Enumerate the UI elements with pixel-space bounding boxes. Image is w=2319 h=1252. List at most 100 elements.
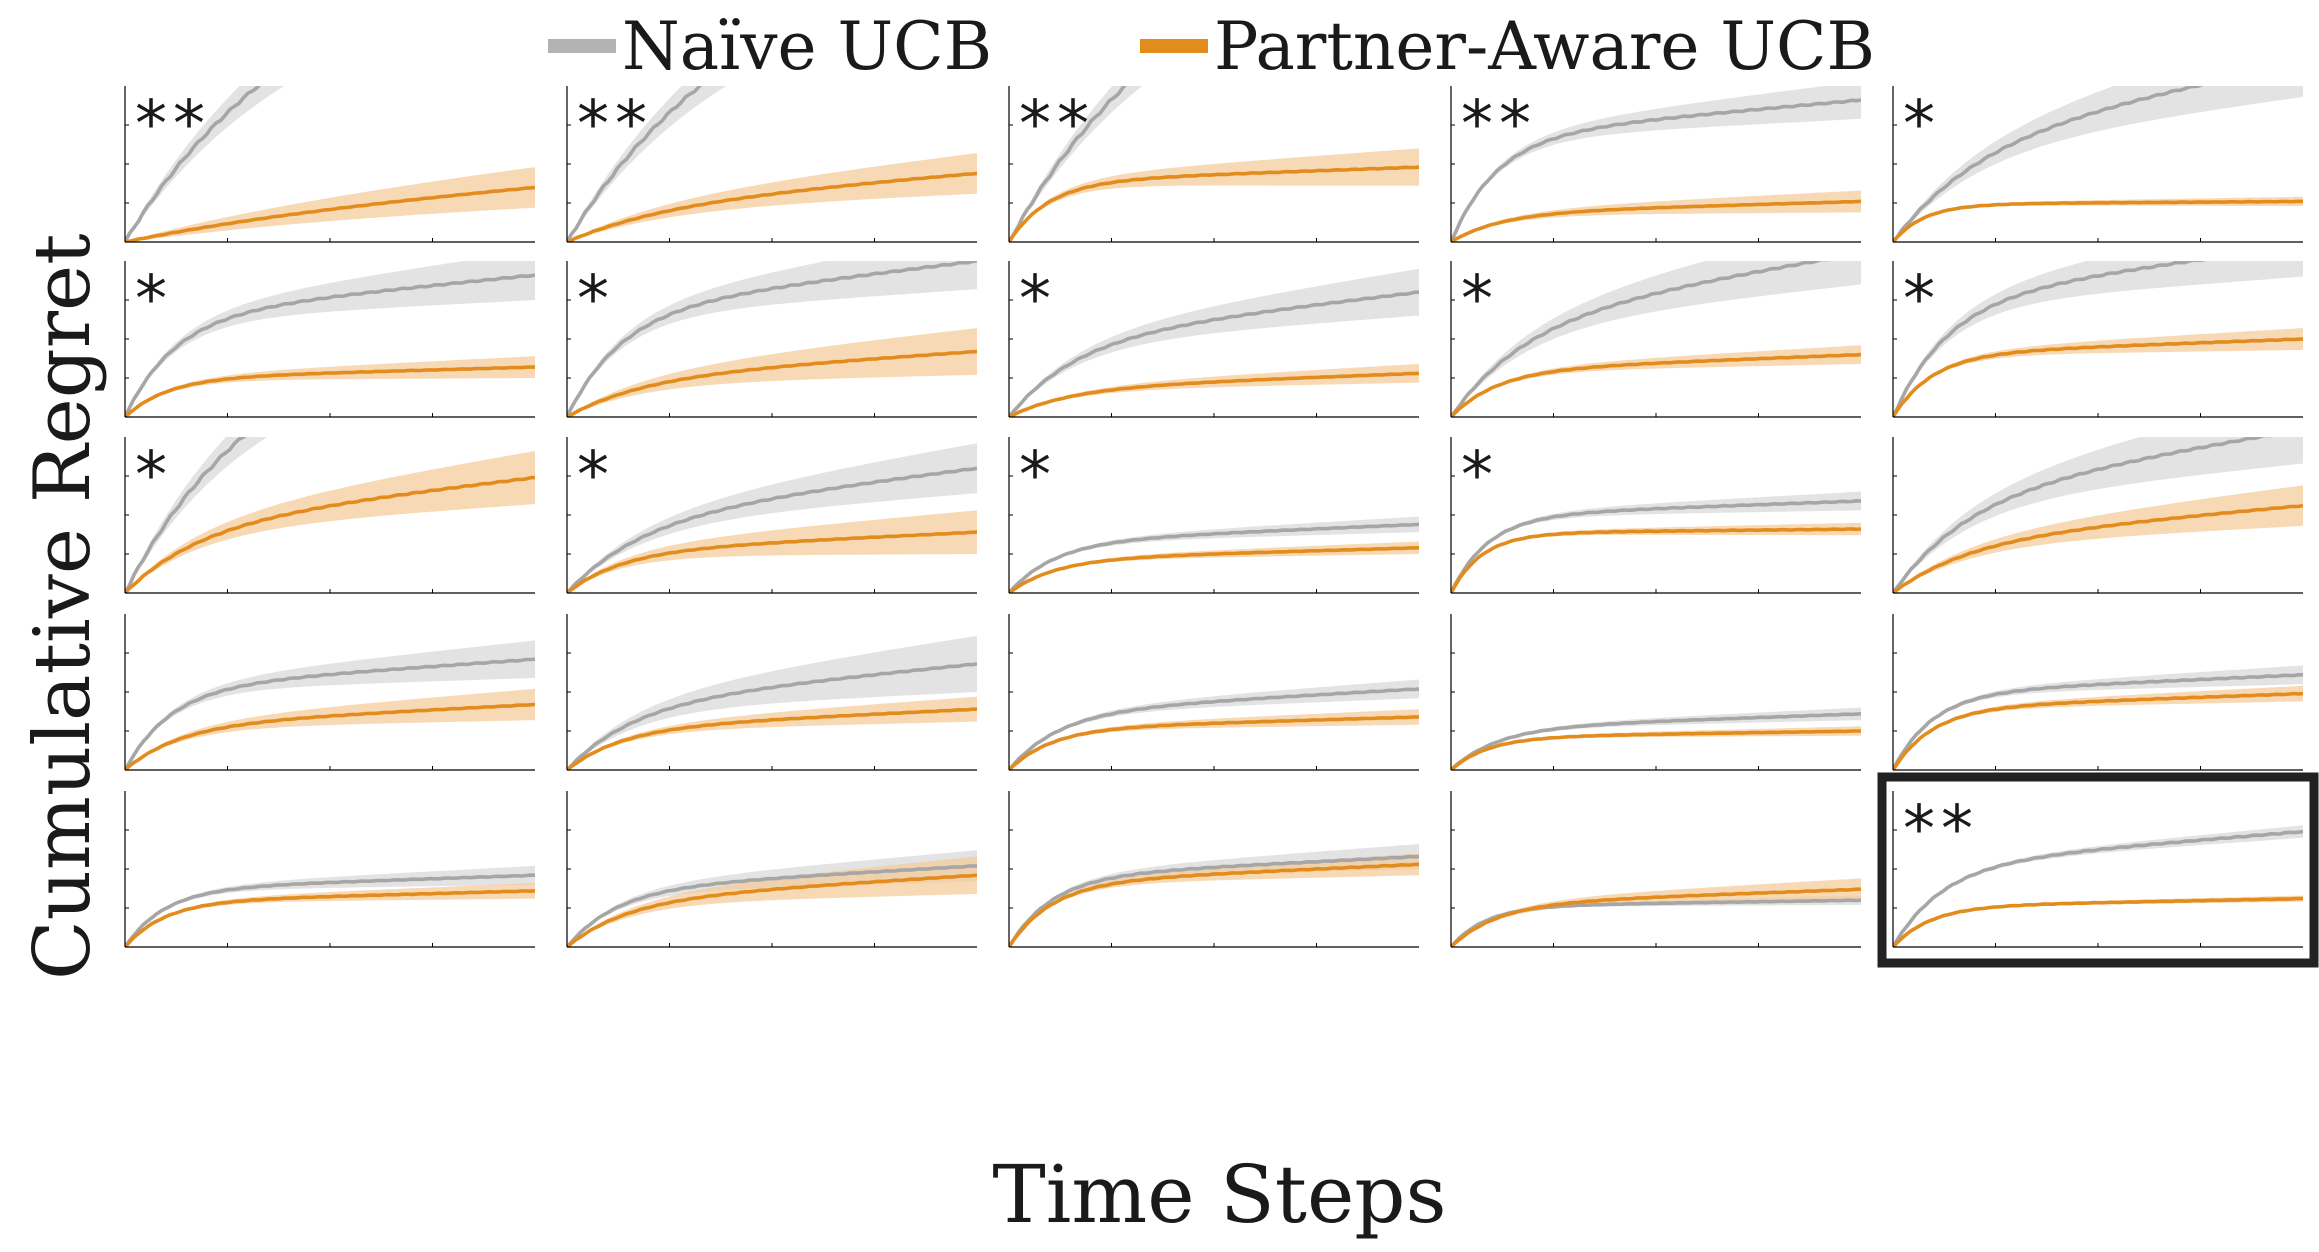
partner-aware-ucb-band	[567, 153, 977, 242]
partner-aware-ucb-line	[125, 702, 535, 770]
naive-ucb-line	[567, 466, 977, 593]
partner-aware-ucb-line	[125, 475, 535, 593]
panel-plot-area	[1893, 261, 2303, 417]
significance-mark: **	[1019, 88, 1095, 162]
naive-ucb-line	[567, 86, 703, 242]
partner-aware-ucb-band	[1451, 522, 1861, 593]
panel-plot-area	[1451, 86, 1861, 242]
naive-ucb-band	[1451, 261, 1861, 417]
partner-aware-ucb-line	[125, 889, 535, 947]
legend: Naïve UCB Partner-Aware UCB	[0, 6, 2319, 86]
partner-aware-ucb-band	[1451, 190, 1861, 242]
naive-ucb-line	[1009, 854, 1419, 947]
panel-plot-area	[1451, 707, 1861, 770]
partner-aware-ucb-band	[567, 510, 977, 593]
panel-plot-area	[1009, 679, 1419, 770]
partner-aware-ucb-line	[567, 873, 977, 947]
partner-aware-ucb-line	[1451, 199, 1861, 242]
significance-mark: **	[1461, 88, 1537, 162]
panel-plot-area	[1009, 86, 1419, 242]
partner-aware-ucb-line	[567, 530, 977, 593]
significance-mark: *	[1019, 263, 1057, 337]
panel-17	[566, 614, 977, 771]
panel-plot-area	[567, 635, 977, 770]
naive-ucb-line	[125, 657, 535, 770]
panel-plot-area	[125, 261, 535, 417]
panel-8: *	[1008, 261, 1419, 418]
naive-ucb-line	[125, 873, 535, 947]
naive-ucb-line	[1451, 499, 1861, 593]
naive-ucb-line	[1893, 261, 2206, 417]
x-axis-label: Time Steps	[992, 1148, 1447, 1241]
partner-aware-ucb-band	[567, 328, 977, 417]
naive-ucb-band	[1009, 679, 1419, 770]
partner-aware-ucb-line	[1009, 371, 1419, 417]
significance-mark: *	[1903, 263, 1941, 337]
naive-ucb-line	[1009, 86, 1127, 242]
panel-6: *	[124, 261, 535, 418]
naive-ucb-line	[1451, 712, 1861, 770]
partner-aware-ucb-line	[567, 171, 977, 242]
naive-ucb-line	[1451, 98, 1861, 242]
panel-12: *	[566, 437, 977, 594]
panel-13: *	[1008, 437, 1419, 594]
panel-16	[124, 614, 535, 771]
partner-aware-ucb-line	[567, 349, 977, 417]
partner-aware-ucb-line	[1893, 896, 2303, 947]
partner-aware-ucb-line	[1009, 862, 1419, 947]
partner-aware-ucb-band	[1451, 878, 1861, 947]
naive-ucb-line	[125, 86, 261, 242]
naive-ucb-line	[1451, 898, 1861, 947]
panel-9: *	[1450, 261, 1861, 418]
partner-aware-ucb-band	[125, 883, 535, 947]
significance-mark: *	[1903, 88, 1941, 162]
significance-mark: *	[135, 439, 173, 513]
panel-7: *	[566, 261, 977, 418]
significance-mark: *	[135, 263, 173, 337]
partner-aware-ucb-band	[1009, 148, 1419, 242]
partner-aware-ucb-band	[1009, 364, 1419, 417]
panel-plot-area	[125, 86, 535, 242]
partner-aware-ucb-line	[125, 365, 535, 417]
partner-aware-ucb-line	[1451, 887, 1861, 947]
partner-aware-ucb-band	[1009, 709, 1419, 770]
naive-ucb-line	[1893, 437, 2273, 593]
panel-3: **	[1008, 86, 1419, 243]
partner-aware-ucb-line	[1893, 503, 2303, 593]
significance-mark: **	[1903, 793, 1979, 867]
panel-19	[1450, 614, 1861, 771]
partner-aware-ucb-band	[1893, 485, 2303, 593]
naive-ucb-line	[567, 864, 977, 947]
panel-10: *	[1892, 261, 2303, 418]
partner-aware-ucb-band	[1009, 853, 1419, 947]
legend-label-partner-aware: Partner-Aware UCB	[1214, 7, 1876, 85]
panel-2: **	[566, 86, 977, 243]
panel-plot-area	[567, 850, 977, 947]
significance-mark: *	[1019, 439, 1057, 513]
panel-25: **	[1877, 772, 2319, 968]
naive-ucb-line	[567, 662, 977, 770]
partner-aware-ucb-band	[1893, 328, 2303, 417]
legend-swatch-partner-aware	[1140, 39, 1208, 53]
naive-ucb-band	[1893, 665, 2303, 770]
partner-aware-ucb-band	[125, 451, 535, 593]
significance-mark: **	[135, 88, 211, 162]
panel-plot-area	[1893, 86, 2303, 242]
panel-plot-area	[567, 443, 977, 593]
partner-aware-ucb-line	[1009, 546, 1419, 593]
panel-plot-area	[125, 437, 535, 593]
partner-aware-ucb-band	[1893, 685, 2303, 770]
partner-aware-ucb-line	[1451, 527, 1861, 593]
significance-mark: *	[1461, 439, 1499, 513]
panel-18	[1008, 614, 1419, 771]
panel-14: *	[1450, 437, 1861, 594]
naive-ucb-line	[1451, 261, 1831, 417]
legend-item-partner-aware: Partner-Aware UCB	[1140, 6, 1875, 86]
partner-aware-ucb-band	[567, 856, 977, 947]
panel-plot-area	[1893, 437, 2303, 593]
legend-swatch-naive	[548, 39, 616, 53]
panel-20	[1892, 614, 2303, 771]
panel-plot-area	[567, 261, 977, 417]
